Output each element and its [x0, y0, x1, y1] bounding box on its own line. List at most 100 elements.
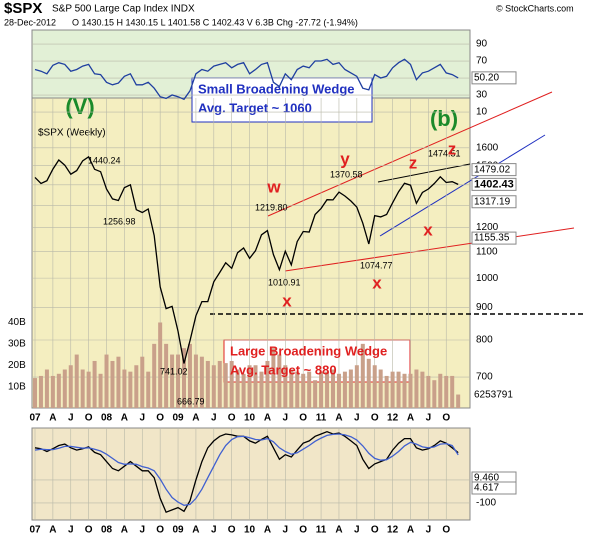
volume-bar	[396, 371, 401, 408]
x-tick-label: A	[192, 413, 199, 424]
volume-bar	[235, 369, 240, 408]
volume-bar	[366, 358, 371, 408]
x-tick-label: 07	[29, 413, 41, 424]
volume-bar	[164, 343, 169, 408]
volume-bar	[205, 360, 210, 408]
x-tick-label: A	[335, 525, 342, 536]
x-tick-label: O	[442, 413, 450, 424]
x-tick-label: J	[354, 413, 360, 424]
volume-bar	[319, 371, 324, 408]
volume-tick-label: 20B	[8, 360, 26, 371]
volume-bar	[378, 369, 383, 408]
volume-tick-label: 10B	[8, 381, 26, 392]
x-tick-label: O	[85, 413, 93, 424]
quote: O 1430.15 H 1430.15 L 1401.58 C 1402.43 …	[72, 17, 358, 27]
y-tick-label: 1100	[476, 246, 498, 257]
price-label: 1256.98	[103, 216, 136, 226]
volume-bar	[331, 369, 335, 408]
wave-label: x	[423, 220, 433, 239]
volume-bar	[223, 363, 228, 408]
volume-bar	[62, 369, 67, 408]
volume-tick-label: 30B	[8, 339, 26, 350]
box-frame	[191, 77, 373, 123]
value-tag-label: 9.460	[474, 473, 499, 484]
wave-label: x	[282, 291, 292, 310]
y-tick-label: 10	[476, 107, 488, 118]
x-tick-label: O	[156, 525, 164, 536]
volume-bar	[158, 322, 163, 408]
x-tick-label: 10	[244, 413, 256, 424]
macd-panel	[31, 427, 471, 521]
volume-bar	[384, 375, 389, 408]
volume-bar	[38, 375, 43, 408]
x-tick-label: J	[139, 413, 145, 424]
volume-bar	[170, 354, 175, 408]
y-tick-label: 1600	[476, 142, 499, 153]
volume-bar	[295, 371, 300, 408]
wave-label: z	[448, 139, 457, 158]
value-tag	[471, 71, 517, 85]
volume-tick-label: 40B	[8, 317, 26, 328]
date: 28-Dec-2012	[4, 17, 56, 27]
volume-bar	[325, 371, 330, 408]
y-tick-label: 700	[476, 372, 493, 383]
volume-bar	[289, 369, 294, 408]
volume-bar	[450, 375, 455, 408]
y-tick-label: 1000	[476, 273, 499, 284]
wave-label: (b)	[430, 106, 458, 131]
x-tick-label: 11	[316, 525, 327, 536]
volume-bar	[354, 365, 359, 408]
volume-bar	[74, 354, 79, 408]
volume-bar	[110, 360, 115, 408]
volume-bar	[372, 365, 377, 408]
volume-bar	[86, 371, 91, 408]
x-tick-label: A	[407, 525, 414, 536]
volume-bar	[265, 360, 270, 408]
x-tick-label: J	[139, 525, 145, 536]
x-tick-label: 12	[387, 525, 399, 536]
volume-bar	[211, 365, 216, 408]
volume-bar	[408, 373, 413, 408]
volume-bar	[307, 371, 312, 408]
x-tick-label: J	[283, 413, 289, 424]
x-tick-label: A	[335, 413, 342, 424]
volume-bar	[438, 373, 443, 408]
value-tag-label: 1479.02	[474, 164, 511, 175]
x-tick-label: 12	[387, 413, 399, 424]
volume-bar	[128, 371, 133, 408]
wedge-line	[284, 227, 575, 272]
volume-bar	[414, 369, 419, 408]
price-label: 1440.24	[88, 155, 121, 165]
x-tick-label: O	[228, 413, 236, 424]
volume-bar	[92, 360, 97, 408]
volume-last-label: 6253791	[474, 390, 513, 401]
x-tick-label: 10	[244, 525, 256, 536]
volume-bar	[44, 369, 49, 408]
volume-bar	[146, 371, 151, 408]
volume-bar	[193, 354, 198, 408]
volume-bar	[80, 369, 85, 408]
trend-lines	[210, 91, 586, 315]
wave-label: y	[340, 149, 350, 168]
credit: © StockCharts.com	[496, 3, 574, 13]
series-line	[34, 431, 459, 514]
volume-bar	[56, 373, 61, 408]
price-label: 1370.58	[330, 169, 363, 179]
volume-bar	[50, 375, 55, 408]
value-tag	[471, 195, 517, 209]
x-tick-label: A	[49, 525, 56, 536]
x-tick-label: J	[68, 525, 74, 536]
x-tick-label: 09	[172, 525, 184, 536]
volume-bar	[182, 348, 186, 408]
volume-bar	[390, 371, 395, 408]
x-tick-label: O	[371, 525, 379, 536]
price-label: 1010.91	[268, 277, 301, 287]
volume-bar	[426, 375, 431, 408]
price-label: 1474.51	[428, 148, 461, 158]
value-tag	[471, 231, 517, 245]
volume-bar	[313, 380, 318, 408]
x-tick-label: O	[85, 525, 93, 536]
price-label: 741.02	[160, 366, 188, 376]
volume-bar	[98, 373, 103, 408]
